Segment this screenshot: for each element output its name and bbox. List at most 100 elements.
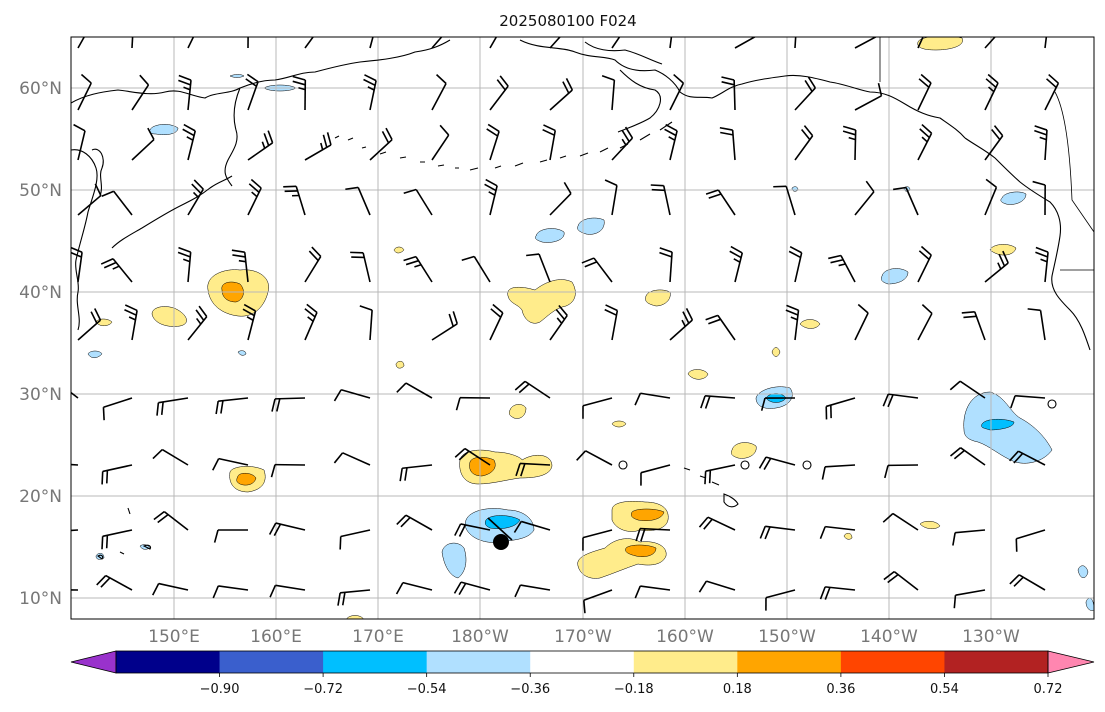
wind-barb	[984, 125, 1004, 161]
wind-barb	[640, 464, 671, 486]
wind-barb	[514, 380, 551, 399]
colorbar-frame	[115, 650, 1049, 674]
wind-barb	[659, 247, 673, 283]
negative-anomaly-contour	[229, 74, 245, 78]
wind-barb	[760, 397, 796, 411]
wind-barb	[187, 179, 205, 216]
lat-tick-label: 50°N	[19, 181, 62, 201]
wind-barbs	[71, 37, 1060, 614]
lon-tick-label: 130°W	[962, 627, 1020, 647]
colorbar-tick-label: 0.18	[723, 682, 752, 697]
positive-anomaly-contour	[507, 279, 576, 324]
wind-barb	[156, 397, 189, 416]
wind-barb	[705, 189, 736, 216]
wind-barb	[304, 132, 332, 161]
colorbar-swatch	[944, 651, 1049, 673]
negative-anomaly-contour	[577, 217, 605, 235]
wind-barb	[700, 395, 736, 409]
wind-barb	[304, 37, 315, 49]
colorbar-extend-low	[70, 650, 117, 674]
wind-barb	[213, 529, 249, 543]
wind-barb	[828, 254, 856, 283]
lat-tick-label: 40°N	[19, 283, 62, 303]
wind-barb	[77, 37, 86, 49]
wind-barb	[704, 464, 736, 485]
positive-anomaly-contour	[611, 420, 627, 428]
wind-barb	[178, 74, 192, 111]
figure-title: 2025080100 F024	[499, 12, 636, 30]
wind-barb	[1009, 450, 1046, 466]
wind-barb	[489, 303, 504, 341]
wind-barb	[212, 457, 249, 471]
wind-barb	[583, 589, 613, 614]
colorbar-tick-label: 0.36	[826, 682, 855, 697]
wind-barb	[759, 525, 796, 540]
wind-barb	[131, 74, 150, 111]
wind-barb	[882, 393, 919, 408]
wind-barb	[634, 585, 671, 599]
wind-barb	[794, 37, 797, 49]
negative-anomaly-contour	[1085, 597, 1094, 611]
wind-barb	[454, 447, 491, 466]
lon-tick-label: 160°E	[250, 627, 302, 647]
coastlines	[71, 39, 1091, 560]
wind-barb	[268, 522, 306, 536]
wind-barb	[153, 511, 189, 531]
wind-barb	[917, 123, 933, 161]
wind-barb	[1044, 37, 1048, 49]
wind-barb	[182, 123, 196, 161]
lat-tick-label: 10°N	[19, 589, 62, 609]
wind-barb	[71, 463, 79, 466]
wind-barb	[396, 382, 433, 399]
wind-barb	[549, 37, 561, 49]
wind-barb	[705, 314, 736, 341]
wind-barb	[729, 245, 744, 283]
wind-barb	[1044, 73, 1060, 111]
wind-barb	[453, 581, 491, 596]
wind-barb	[984, 73, 999, 111]
wind-barb	[949, 447, 986, 466]
wind-barb	[952, 529, 986, 546]
wind-barb	[242, 303, 257, 341]
wind-barb	[152, 448, 189, 466]
wind-barb	[333, 388, 371, 402]
negative-anomaly-contour	[441, 542, 467, 579]
wind-barb	[304, 246, 322, 283]
positive-anomaly-contour	[151, 306, 187, 327]
positive-anomaly-contour	[393, 246, 405, 254]
lat-tick-label: 20°N	[19, 487, 62, 507]
wind-barb	[71, 391, 79, 399]
wind-barb	[669, 73, 685, 111]
wind-barb	[152, 582, 189, 596]
wind-barb	[101, 190, 133, 216]
positive-anomaly-contour	[346, 615, 364, 619]
wind-barb	[819, 586, 856, 600]
wind-barb	[131, 127, 155, 161]
wind-barb	[953, 589, 986, 609]
positive-anomaly-contour	[645, 289, 671, 307]
wind-barb	[333, 452, 371, 466]
wind-barb	[489, 75, 509, 111]
wind-barb	[819, 525, 856, 540]
wind-barb	[187, 37, 195, 49]
colorbar-tick-label: −0.18	[614, 682, 654, 697]
colorbar-tick-label: −0.36	[510, 682, 550, 697]
wind-barb	[825, 397, 856, 420]
wind-barb	[917, 37, 924, 49]
wind-barb	[269, 584, 306, 598]
wind-barb	[634, 392, 671, 406]
wind-barb	[549, 78, 574, 111]
colorbar-tick-label: −0.54	[407, 682, 447, 697]
wind-barb	[484, 178, 498, 216]
wind-barb	[403, 255, 433, 283]
positive-anomaly-contour	[625, 544, 657, 557]
wind-barb	[576, 450, 613, 466]
negative-anomaly-contour	[237, 350, 247, 356]
wind-barb	[489, 37, 498, 49]
wind-barb	[399, 464, 433, 482]
positive-anomaly-contour	[799, 319, 821, 329]
wind-barb	[882, 512, 919, 531]
wind-barb	[1032, 180, 1046, 216]
wind-barb	[854, 303, 869, 341]
wind-barb	[984, 37, 996, 49]
